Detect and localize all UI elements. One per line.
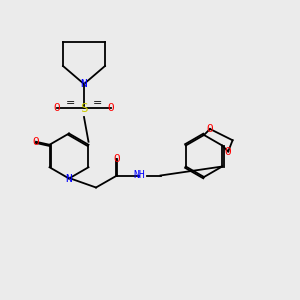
Text: NH: NH: [134, 170, 146, 181]
Text: =: =: [93, 98, 102, 109]
Text: =: =: [66, 98, 75, 109]
Text: O: O: [225, 146, 232, 157]
Text: O: O: [114, 154, 120, 164]
Text: O: O: [33, 137, 39, 147]
Text: N: N: [66, 173, 72, 184]
Text: N: N: [81, 79, 87, 89]
Text: O: O: [54, 103, 60, 113]
Text: O: O: [108, 103, 114, 113]
Text: S: S: [80, 101, 88, 115]
Text: O: O: [207, 124, 213, 134]
